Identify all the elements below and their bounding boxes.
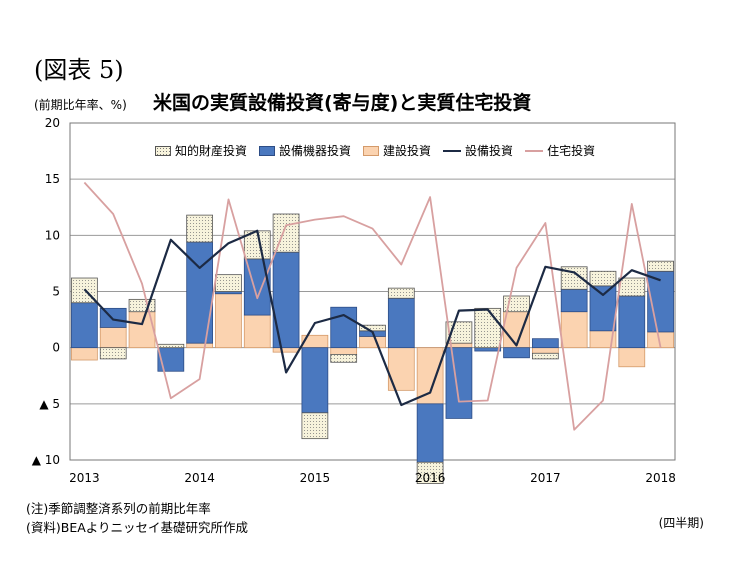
legend-line-residential <box>525 149 544 152</box>
bar-equipment-12 <box>416 403 444 463</box>
y-tick-label-4: 0 <box>52 341 60 355</box>
legend-label-intellectual: 知的財産投資 <box>175 144 248 158</box>
bar-intellectual-11 <box>387 287 415 299</box>
y-tick-label-2: 10 <box>45 228 60 242</box>
x-tick-label-1: 2014 <box>184 471 215 485</box>
chart-title: 米国の実質設備投資(寄与度)と実質住宅投資 <box>153 92 532 114</box>
bar-intellectual-5 <box>215 274 242 292</box>
bar-intellectual-9 <box>330 354 358 363</box>
y-tick-label-3: 5 <box>52 285 60 299</box>
bar-structures-9 <box>330 347 358 355</box>
bar-structures-13 <box>445 342 473 349</box>
legend-label-structures: 建設投資 <box>383 144 432 158</box>
bar-structures-16 <box>531 347 559 354</box>
legend-swatch-structures <box>363 145 380 156</box>
bar-equipment-11 <box>387 297 415 349</box>
legend-line-fixed-investment <box>443 149 462 152</box>
chart-legend: 知的財産投資 設備機器投資 建設投資 設備投資 住宅投資 <box>155 142 595 159</box>
line-fixed_investment <box>83 229 661 407</box>
legend-label-residential: 住宅投資 <box>547 144 596 158</box>
bar-structures-7 <box>272 347 300 353</box>
bar-intellectual-20 <box>647 260 674 272</box>
legend-label-equipment: 設備機器投資 <box>279 144 352 158</box>
bar-intellectual-17 <box>560 266 588 290</box>
x-tick-label-2: 2015 <box>300 471 331 485</box>
y-tick-label-1: 15 <box>45 172 60 186</box>
x-tick-label-5: 2018 <box>645 471 676 485</box>
bar-structures-12 <box>416 347 444 405</box>
bar-equipment-19 <box>618 295 646 349</box>
legend-structures: 建設投資 <box>363 142 431 159</box>
note-seasonal: (注)季節調整済系列の前期比年率 <box>26 501 211 516</box>
y-tick-label-6: ▲ 10 <box>32 453 60 467</box>
bar-structures-6 <box>243 314 271 349</box>
unit-label: (前期比年率、%) <box>34 98 127 112</box>
legend-residential: 住宅投資 <box>525 142 595 159</box>
bar-equipment-15 <box>503 347 530 359</box>
bar-intellectual-4 <box>186 214 214 243</box>
x-tick-label-0: 2013 <box>69 471 100 485</box>
bar-intellectual-19 <box>618 277 646 297</box>
bar-equipment-14 <box>474 347 502 352</box>
y-tick-label-0: 20 <box>45 116 60 130</box>
bar-equipment-9 <box>330 306 358 349</box>
x-tick-label-3: 2016 <box>415 471 446 485</box>
bar-structures-5 <box>215 293 242 349</box>
bar-equipment-7 <box>272 251 300 349</box>
bar-intellectual-12 <box>416 461 444 484</box>
bar-equipment-18 <box>589 285 617 332</box>
bar-intellectual-1 <box>99 347 127 360</box>
legend-fixed-investment: 設備投資 <box>443 142 513 159</box>
bar-equipment-13 <box>445 347 473 419</box>
figure-label: (図表 5) <box>34 56 124 84</box>
bar-structures-4 <box>186 342 214 349</box>
bar-intellectual-18 <box>589 270 617 287</box>
legend-intellectual: 知的財産投資 <box>155 142 247 159</box>
legend-label-fixed-investment: 設備投資 <box>465 144 514 158</box>
bar-intellectual-14 <box>474 307 502 349</box>
bar-structures-17 <box>560 311 588 349</box>
bar-intellectual-8 <box>301 412 329 440</box>
y-tick-label-5: ▲ 5 <box>39 397 60 411</box>
x-tick-label-4: 2017 <box>530 471 561 485</box>
legend-equipment: 設備機器投資 <box>259 142 351 159</box>
bar-structures-10 <box>359 336 386 349</box>
legend-swatch-equipment <box>259 145 276 156</box>
bar-structures-1 <box>99 327 127 349</box>
note-source: (資料)BEAよりニッセイ基礎研究所作成 <box>26 520 249 535</box>
bar-intellectual-16 <box>531 352 559 360</box>
period-label: (四半期) <box>658 516 704 530</box>
bar-intellectual-2 <box>128 298 156 313</box>
bar-equipment-0 <box>71 302 98 349</box>
bar-equipment-8 <box>301 347 329 414</box>
bar-equipment-17 <box>560 288 588 313</box>
legend-swatch-intellectual <box>155 145 171 156</box>
bar-equipment-16 <box>531 338 559 349</box>
bar-intellectual-3 <box>157 343 185 349</box>
line-residential <box>83 181 662 431</box>
bar-structures-19 <box>618 347 646 368</box>
bar-structures-0 <box>71 347 98 361</box>
plot-frame <box>69 122 676 461</box>
